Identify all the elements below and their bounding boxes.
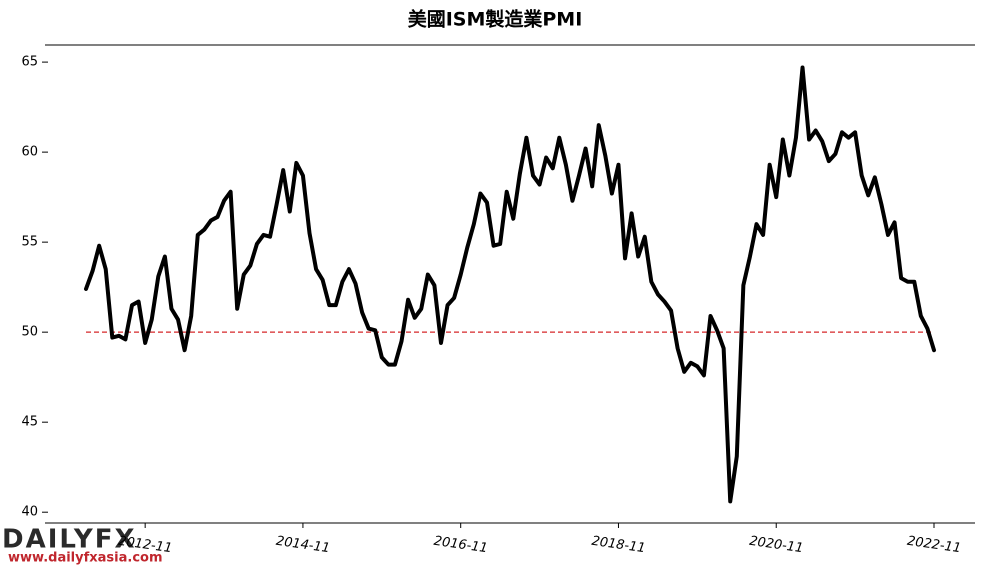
x-tick-label: 2018-11 — [591, 534, 647, 556]
y-tick-label: 60 — [21, 145, 38, 160]
y-tick-label: 55 — [21, 235, 38, 250]
y-tick-label: 45 — [21, 415, 38, 430]
data-line — [84, 65, 936, 504]
x-tick-label: 2022-11 — [906, 534, 962, 556]
x-tick-label: 2016-11 — [433, 534, 489, 556]
chart-title: 美國ISM製造業PMI — [408, 8, 583, 31]
y-tick-label: 65 — [21, 55, 38, 70]
logo: DAILYFX — [2, 525, 137, 555]
y-tick-label: 40 — [21, 505, 38, 520]
y-tick-label: 50 — [21, 325, 38, 340]
x-tick-label: 2020-11 — [748, 534, 804, 556]
x-tick-label: 2014-11 — [275, 534, 331, 556]
logo-url: www.dailyfxasia.com — [8, 551, 163, 565]
x-tick-label: 2012-11 — [117, 534, 173, 556]
